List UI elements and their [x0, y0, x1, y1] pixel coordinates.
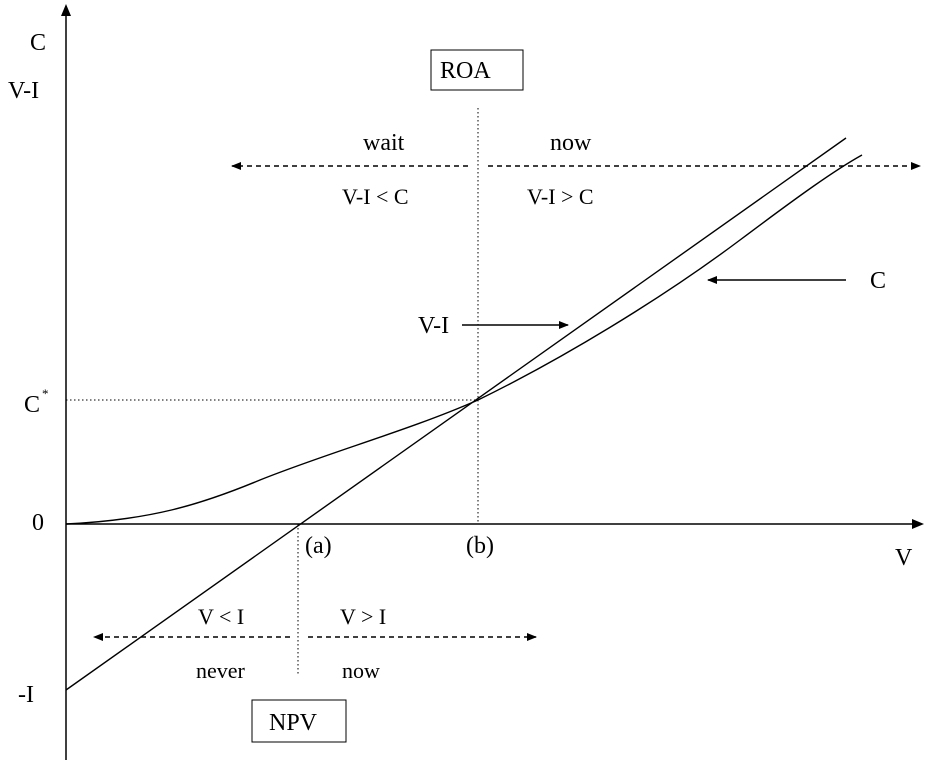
- point-a-label: (a): [305, 533, 332, 559]
- npv-left-condition: V < I: [198, 604, 244, 629]
- point-b-label: (b): [466, 533, 494, 559]
- roa-box-label: ROA: [440, 58, 491, 84]
- npv-right-condition: V > I: [340, 604, 386, 629]
- c-curve-label: C: [870, 268, 886, 294]
- npv-never-label: never: [196, 658, 246, 683]
- y-axis-label-vi: V-I: [8, 78, 39, 104]
- x-axis-arrowhead-icon: [912, 519, 924, 529]
- roa-box: [430, 49, 524, 91]
- vi-line: [65, 137, 847, 691]
- npv-box: [251, 699, 347, 743]
- npv-box-label: NPV: [269, 710, 318, 736]
- roa-wait-label: wait: [363, 130, 405, 156]
- neg-i-label: -I: [18, 682, 34, 708]
- c-star-label: C: [24, 392, 40, 418]
- npv-now-label: now: [342, 658, 380, 683]
- y-axis-label-c: C: [30, 30, 46, 56]
- vi-curve-label: V-I: [418, 313, 449, 339]
- roa-now-label: now: [550, 130, 592, 156]
- option-value-curve: [65, 154, 863, 525]
- roa-left-condition: V-I < C: [342, 184, 409, 209]
- y-axis-arrowhead-icon: [61, 4, 71, 16]
- c-star-superscript: *: [42, 386, 49, 401]
- origin-label: 0: [32, 510, 44, 536]
- roa-right-condition: V-I > C: [527, 184, 594, 209]
- x-axis-label-v: V: [895, 545, 913, 571]
